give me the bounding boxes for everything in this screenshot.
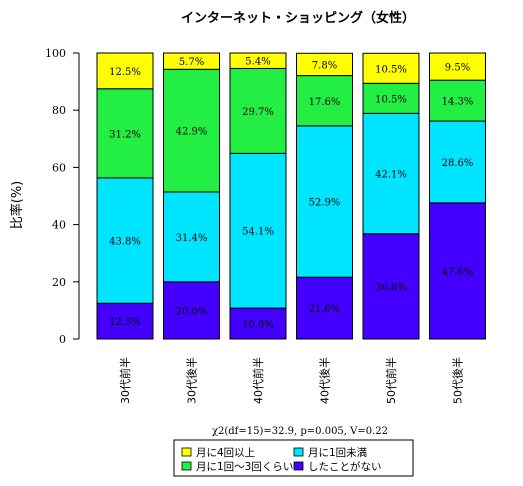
bar-segment [296, 52, 353, 77]
bar-segment [296, 75, 353, 127]
legend-label: 月に1回未満 [308, 447, 368, 459]
x-tick-label: 50代前半 [384, 357, 398, 404]
data-label: 42.9% [176, 127, 208, 138]
data-label: 20.0% [176, 306, 208, 317]
legend-label: したことがない [308, 460, 382, 473]
data-label: 52.9% [309, 198, 341, 209]
y-tick-label: 40 [52, 219, 66, 232]
bar-segment [163, 52, 220, 70]
y-axis: 0 20 40 60 80 100 [45, 47, 80, 346]
bars-group: 12.5% 43.8% 31.2% 12.5% 20.0% 31.4% 42.9% 5.7% 1… [96, 52, 486, 340]
bar-segment [229, 67, 287, 154]
legend-swatch [181, 447, 192, 457]
data-label: 5.4% [245, 57, 270, 68]
data-label: 47.6% [442, 267, 474, 278]
data-label: 28.6% [442, 158, 474, 169]
data-label: 14.3% [442, 97, 474, 108]
data-label: 10.8% [242, 320, 274, 331]
bar-segment [362, 112, 420, 235]
data-label: 12.5% [109, 317, 141, 328]
bar-segment [96, 88, 154, 179]
data-label: 42.1% [375, 170, 407, 181]
bar-segment [229, 52, 287, 69]
data-label: 7.8% [312, 60, 337, 71]
data-label: 29.7% [242, 107, 274, 118]
x-axis: 30代前半 30代後半 40代前半 40代後半 50代前半 50代後半 [118, 357, 465, 404]
data-label: 21.6% [309, 304, 341, 315]
bar-segment [163, 68, 220, 193]
legend-box [173, 439, 414, 477]
bar-segment [96, 52, 154, 90]
bar-segment [163, 191, 220, 283]
y-tick-label: 60 [52, 161, 66, 174]
data-label: 31.4% [176, 233, 208, 244]
y-tick-label: 0 [59, 333, 66, 346]
bar-segment [96, 177, 154, 304]
y-tick-label: 80 [52, 104, 66, 117]
bar-segment [362, 52, 420, 84]
bar-segment [229, 152, 287, 309]
bar-segment [229, 307, 287, 340]
data-label: 17.6% [309, 97, 341, 108]
x-tick-label: 30代前半 [118, 357, 132, 404]
data-label: 43.8% [109, 237, 141, 248]
bar-segment [429, 52, 486, 81]
y-tick-label: 20 [52, 276, 66, 289]
x-tick-label: 50代後半 [451, 357, 465, 404]
legend-swatch [293, 447, 304, 457]
data-label: 54.1% [242, 227, 274, 238]
x-tick-label: 40代後半 [318, 357, 332, 404]
y-tick-label: 100 [45, 47, 66, 60]
chart-title: インターネット・ショッピング（女性） [181, 10, 415, 26]
legend-swatch [181, 461, 192, 471]
data-label: 5.7% [179, 57, 204, 68]
y-axis-label: 比率(%) [9, 181, 25, 230]
bar-segment [429, 120, 486, 204]
legend-swatch [293, 461, 304, 471]
data-label: 36.8% [375, 282, 407, 293]
data-label: 10.5% [375, 64, 407, 75]
data-label: 9.5% [445, 63, 470, 74]
bar-segment [163, 281, 220, 340]
legend-label: 月に4回以上 [196, 447, 255, 459]
data-label: 12.5% [109, 67, 141, 78]
bar-segment [362, 82, 420, 114]
bar-segment [362, 233, 420, 340]
bar-segment [96, 302, 154, 340]
x-tick-label: 40代前半 [251, 357, 265, 404]
bar-segment [296, 125, 353, 278]
data-label: 31.2% [109, 129, 141, 140]
legend-label: 月に1回～3回くらい [196, 461, 293, 473]
x-tick-label: 30代後半 [185, 357, 199, 404]
stats-annotation: χ2(df=15)=32.9, p=0.005, V=0.22 [212, 426, 388, 437]
data-label: 10.5% [375, 94, 407, 105]
